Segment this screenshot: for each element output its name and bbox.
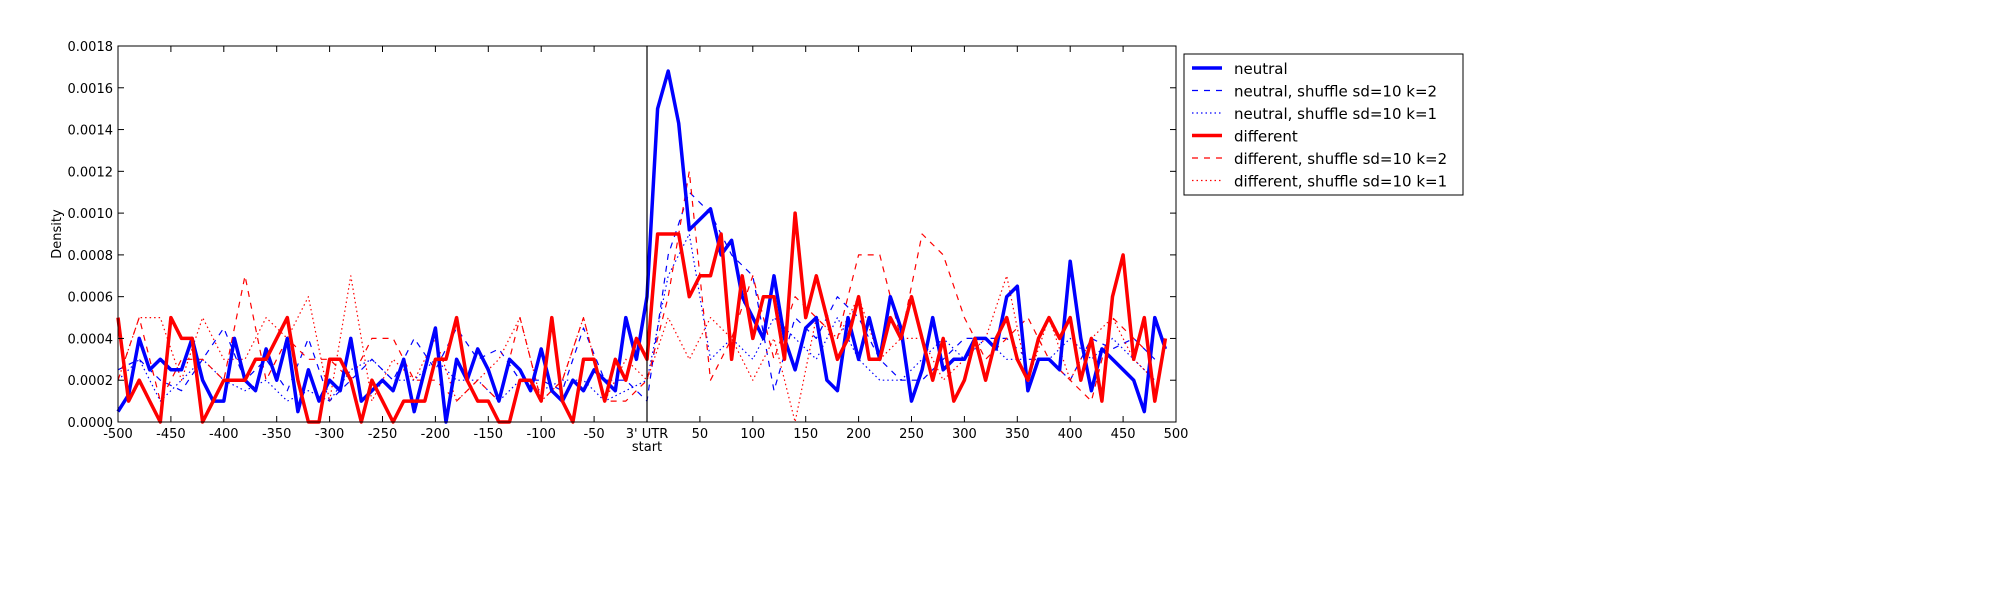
- x-tick-label: -50: [583, 427, 604, 442]
- x-tick-label: -450: [156, 427, 186, 442]
- x-tick-label: 50: [692, 427, 709, 442]
- series-layer: [116, 69, 1168, 424]
- series-line-different: [116, 211, 1168, 424]
- y-axis-label: Density: [50, 209, 65, 259]
- y-tick-label: 0.0010: [68, 207, 114, 222]
- x-tick-label: 350: [1005, 427, 1030, 442]
- y-tick-label: 0.0016: [68, 82, 114, 97]
- x-axis-label: start: [632, 440, 662, 455]
- x-tick-label: -300: [315, 427, 345, 442]
- series-line-different-shuffle-sd-10-k-2: [117, 170, 1156, 402]
- x-tick-label: -200: [421, 427, 451, 442]
- legend-label-different-shuffle-sd-10-k-2: different, shuffle sd=10 k=2: [1234, 150, 1447, 168]
- x-tick-label: -350: [262, 427, 292, 442]
- x-tick-label: 500: [1164, 427, 1189, 442]
- y-tick-label: 0.0006: [68, 291, 114, 306]
- x-tick-label: 3' UTR: [626, 427, 668, 442]
- x-tick-label: -100: [526, 427, 556, 442]
- y-tick-label: 0.0018: [68, 40, 114, 55]
- legend-frame: [1183, 53, 1464, 196]
- series-line-neutral-shuffle-sd-10-k-1: [117, 233, 1156, 402]
- y-tick-label: 0.0014: [68, 124, 114, 139]
- legend: neutral neutral, shuffle sd=10 k=2 neutral…: [1183, 53, 1464, 196]
- legend-label-neutral-shuffle-sd-10-k-1: neutral, shuffle sd=10 k=1: [1234, 105, 1437, 123]
- legend-label-neutral: neutral: [1234, 60, 1288, 78]
- x-tick-label: 100: [740, 427, 765, 442]
- y-tick-label: 0.0002: [68, 374, 114, 389]
- x-tick-label: 250: [899, 427, 924, 442]
- y-tick-label: 0.0012: [68, 165, 114, 180]
- x-tick-label: 200: [846, 427, 871, 442]
- x-tick-label: 150: [793, 427, 818, 442]
- legend-label-different-shuffle-sd-10-k-1: different, shuffle sd=10 k=1: [1234, 173, 1447, 191]
- legend-label-different: different: [1234, 128, 1298, 146]
- y-tick-label: 0.0000: [68, 416, 114, 431]
- x-tick-label: -250: [368, 427, 398, 442]
- x-tick-label: 450: [1111, 427, 1136, 442]
- legend-label-neutral-shuffle-sd-10-k-2: neutral, shuffle sd=10 k=2: [1234, 83, 1437, 101]
- series-line-neutral: [116, 69, 1168, 424]
- x-tick-label: 300: [952, 427, 977, 442]
- x-tick-label: -150: [474, 427, 504, 442]
- y-tick-label: 0.0004: [68, 332, 114, 347]
- ticks-layer: -500 -450 -400 -350 -300 -250 -200 -150 -100 -50 3…: [68, 40, 1189, 442]
- y-tick-label: 0.0008: [68, 249, 114, 264]
- x-tick-label: -500: [103, 427, 133, 442]
- x-tick-label: -400: [209, 427, 239, 442]
- x-tick-label: 400: [1058, 427, 1083, 442]
